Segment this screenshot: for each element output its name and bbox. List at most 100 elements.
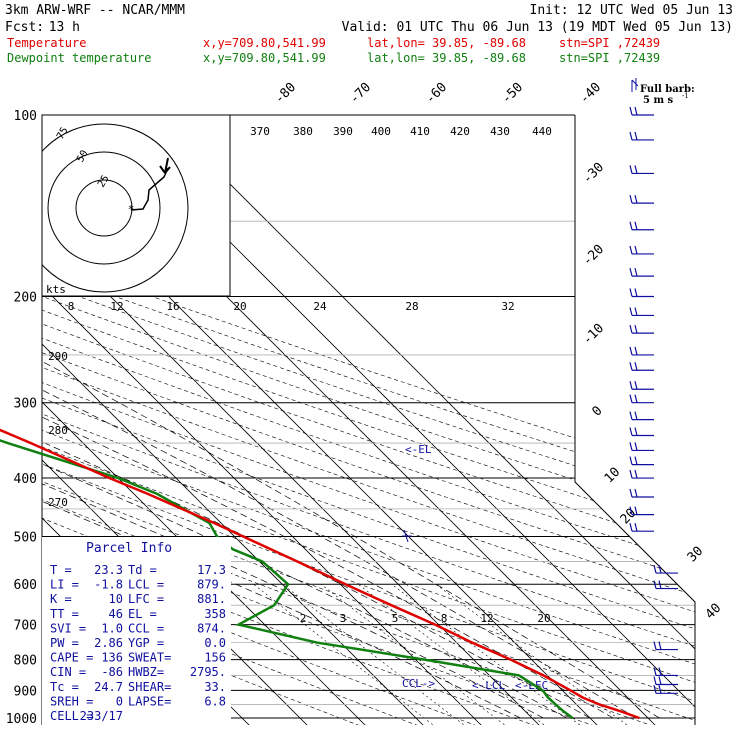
parcel-row-4-col-3: 874. (197, 621, 226, 635)
parcel-row-5-col-3: 0.0 (204, 636, 226, 650)
lcl-label: <-LCL (472, 679, 505, 692)
parcel-row-3-col-0: TT = (50, 607, 79, 621)
wind-barb-125 (629, 165, 654, 175)
parcel-row-9-col-0: SREH = (50, 694, 93, 708)
model-title: 3km ARW-WRF -- NCAR/MMM (5, 3, 185, 18)
theta-label-410: 410 (410, 125, 430, 138)
isotherm-label-m30: -30 (580, 160, 607, 187)
theta-label-420: 420 (450, 125, 470, 138)
hodograph-units: kts (46, 283, 66, 296)
parcel-row-1-col-0: LI = (50, 578, 79, 592)
parcel-row-3-col-1: 46 (109, 607, 123, 621)
hodo-scale-28: 28 (405, 300, 418, 313)
wind-barb-110 (629, 131, 654, 141)
wind-barb-770 (653, 641, 678, 651)
right-frame-line (574, 115, 696, 725)
parcel-row-5-col-2: YGP = (128, 636, 164, 650)
theta-label-440: 440 (532, 125, 552, 138)
wind-barb-300 (629, 394, 654, 404)
el-label: <-EL (405, 443, 432, 456)
parcel-row-3-col-2: EL = (128, 607, 157, 621)
wind-barb-340 (629, 427, 654, 437)
wind-barb-320 (629, 411, 654, 421)
barb-key-value: 5 m s (643, 95, 674, 106)
legend-temperature-latlon: lat,lon= 39.85, -89.68 (367, 36, 526, 50)
parcel-row-0-col-2: Td = (128, 563, 157, 577)
dry-adiabat (42, 115, 695, 725)
parcel-row-0-col-1: 23.3 (94, 563, 123, 577)
storm-motion-icon (159, 157, 171, 174)
wind-barb-250 (629, 346, 654, 356)
parcel-row-8-col-1: 24.7 (94, 680, 123, 694)
dry-adiabat (42, 115, 491, 725)
dry-adiabat (42, 115, 695, 725)
temperature-profile (0, 428, 640, 720)
moist-adiabat (42, 296, 660, 719)
pressure-label-500: 500 (14, 530, 37, 545)
mixing-ratio-line (320, 583, 513, 725)
moist-adiabat (42, 296, 591, 719)
parcel-info-box: Parcel Info T = 23.3 Td = 17.3 LI = -1.8 LCL =… (42, 537, 231, 725)
wind-barb-360 (629, 442, 654, 452)
wind-barb-880 (653, 676, 678, 686)
lcl-marker-icon (402, 529, 412, 543)
parcel-row-4-col-1: 1.0 (101, 621, 123, 635)
hodograph-label-50: 50 (75, 149, 91, 165)
legend-temperature-stn: stn=SPI ,72439 (559, 36, 660, 50)
hodograph-frame (41, 114, 231, 297)
wind-barb-185 (629, 267, 654, 277)
isotherm-label-m80: -80 (272, 80, 299, 107)
mixing-ratio-12: 12 (480, 612, 493, 625)
isotherm-label-40: 40 (703, 601, 725, 623)
storm-motion-marker: * (128, 203, 135, 216)
theta-label-430: 430 (490, 125, 510, 138)
wind-barb-490 (629, 523, 654, 532)
wind-barb-100 (629, 106, 654, 116)
dry-adiabat (42, 115, 695, 725)
isotherm-label-30: 30 (685, 544, 707, 566)
parcel-row-7-col-2: HWBZ= (128, 665, 164, 679)
parcel-row-5-col-0: PW = (50, 636, 79, 650)
parcel-row-2-col-1: 10 (109, 592, 123, 606)
parcel-row-6-col-1: 136 (101, 651, 123, 665)
hodograph-ring-25 (75, 179, 133, 237)
valid-time: Valid: 01 UTC Thu 06 Jun 13 (19 MDT Wed … (342, 20, 733, 35)
wind-barb-380 (629, 456, 654, 466)
parcel-row-1-col-3: 879. (197, 578, 226, 592)
hodo-scale-20: 20 (233, 300, 246, 313)
init-time: Init: 12 UTC Wed 05 Jun 13 (530, 3, 734, 18)
parcel-row-9-col-2: LAPSE= (128, 694, 171, 708)
parcel-row-1-col-1: -1.8 (94, 578, 123, 592)
parcel-row-9-col-1: 0 (116, 694, 123, 708)
wind-barb-170 (629, 245, 654, 255)
wind-barb-285 (629, 381, 654, 390)
parcel-row-8-col-3: 33. (204, 680, 226, 694)
isotherm-label-10: 10 (602, 465, 624, 487)
dry-adiabat (42, 115, 695, 725)
wind-barb-230 (629, 324, 654, 334)
mixing-ratio-8: 8 (441, 612, 448, 625)
pressure-label-600: 600 (14, 578, 37, 593)
hodo-scale-8: 8 (68, 300, 75, 313)
pressure-label-1000: 1000 (6, 712, 37, 727)
pressure-label-800: 800 (14, 654, 37, 669)
parcel-row-8-col-0: Tc = (50, 680, 79, 694)
parcel-row-6-col-2: SWEAT= (128, 651, 171, 665)
mixing-ratio-3: 3 (340, 612, 347, 625)
hodo-scale-24: 24 (313, 300, 327, 313)
mixing-ratio-2: 2 (300, 612, 307, 625)
wind-barb-265 (629, 362, 654, 371)
wind-barb-610 (653, 580, 678, 590)
isotherm-label-m50: -50 (499, 80, 526, 107)
forecast-hour: 13 h (49, 20, 80, 35)
theta-label-400: 400 (371, 125, 391, 138)
parcel-row-4-col-2: CCL = (128, 621, 164, 635)
theta-label-280: 280 (48, 424, 68, 437)
barb-key-icon (631, 78, 639, 92)
parcel-row-0-col-3: 17.3 (197, 563, 226, 577)
mixing-ratio-line (435, 583, 636, 725)
dry-adiabat (42, 115, 432, 725)
barb-key-exponent: -1 (682, 92, 689, 100)
wind-barb-430 (629, 488, 654, 498)
wind-barbs (629, 106, 678, 694)
